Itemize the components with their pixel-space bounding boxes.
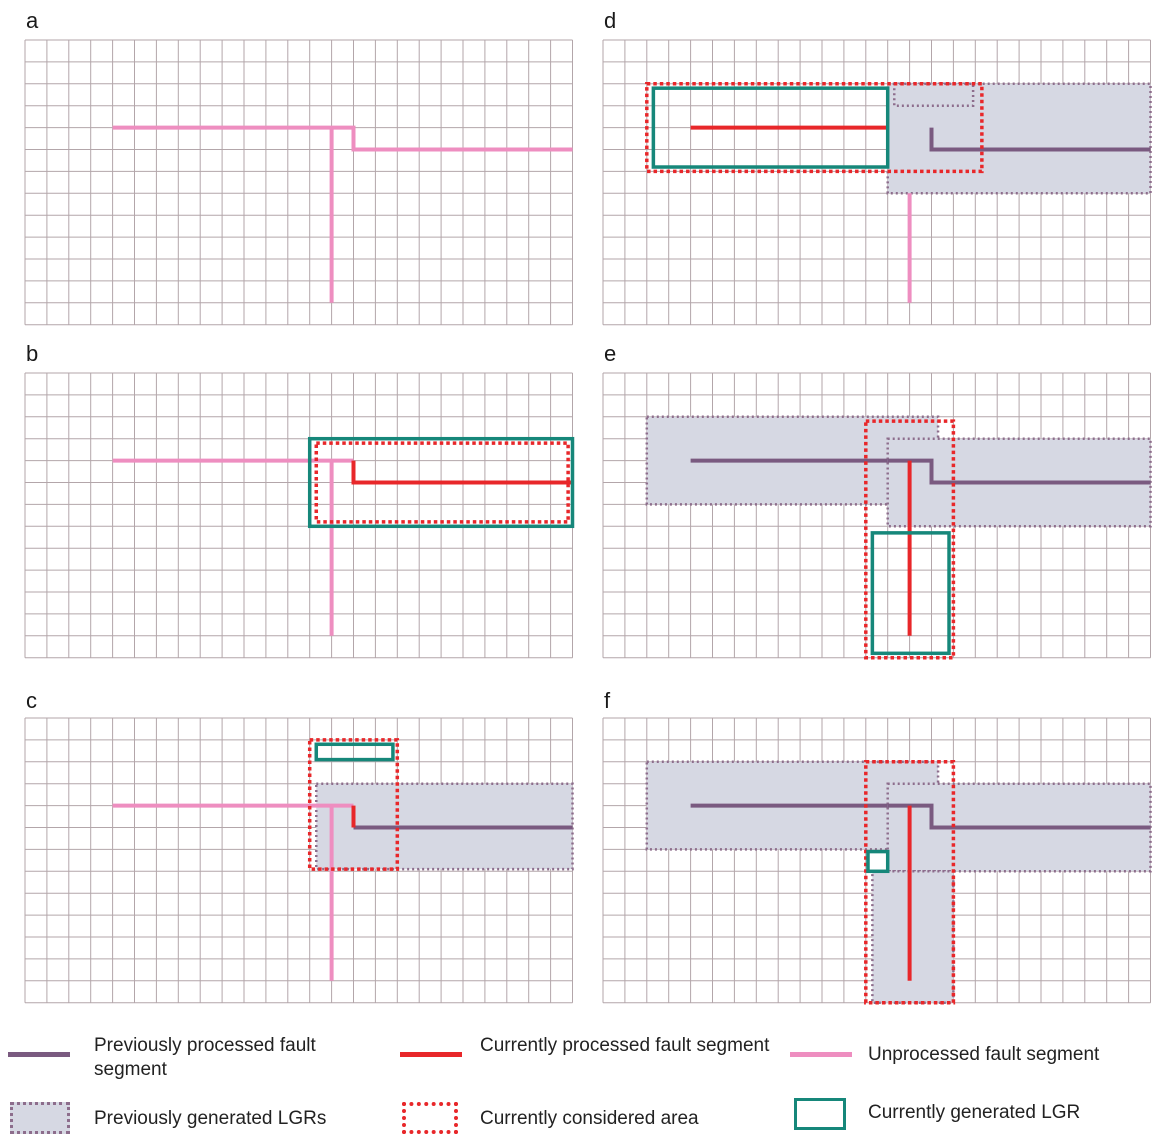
current-lgr (307, 436, 575, 529)
legend-previous-lgr-label: Previously generated LGRs (94, 1108, 327, 1129)
current-considered-area (864, 760, 956, 1005)
current-considered-area (314, 441, 570, 524)
current-lgr (651, 86, 890, 169)
panel-label-b: b (26, 341, 39, 366)
previous-lgr (871, 870, 955, 1004)
previous-lgr-swatch (10, 1102, 70, 1134)
current-area-swatch (402, 1102, 458, 1134)
unprocessed-fault-segment (112, 125, 573, 152)
legend-previous-fault-label: Previously processed fault segment (94, 1035, 316, 1080)
previous-fault-segment (929, 127, 1151, 152)
current-lgr (870, 531, 951, 656)
current-lgr (314, 742, 395, 762)
panel-label-c: c (26, 688, 37, 713)
diagram-canvas (24, 39, 1152, 1005)
current-lgr-swatch (794, 1098, 846, 1130)
legend-unprocessed-fault-label: Unprocessed fault segment (868, 1044, 1100, 1065)
panel-label-e: e (604, 341, 617, 366)
current-lgr (866, 849, 890, 874)
legend-current-area-label: Currently considered area (480, 1108, 699, 1129)
legend: Previously processed fault segment Curre… (0, 1030, 1168, 1137)
current-considered-area (307, 738, 400, 871)
previous-fault-swatch (8, 1052, 70, 1057)
legend-current-lgr-label: Currently generated LGR (868, 1102, 1081, 1123)
unprocessed-fault-swatch (790, 1052, 852, 1057)
panel-label-d: d (604, 8, 617, 33)
legend-current-fault-label: Currently processed fault segment (480, 1035, 770, 1056)
current-considered-area (645, 82, 984, 174)
current-fault-swatch (400, 1052, 462, 1057)
previous-lgr (893, 82, 975, 107)
panel-label-f: f (604, 688, 611, 713)
current-fault-segment (351, 460, 573, 485)
current-considered-area (864, 419, 956, 660)
panel-label-a: a (26, 8, 39, 33)
